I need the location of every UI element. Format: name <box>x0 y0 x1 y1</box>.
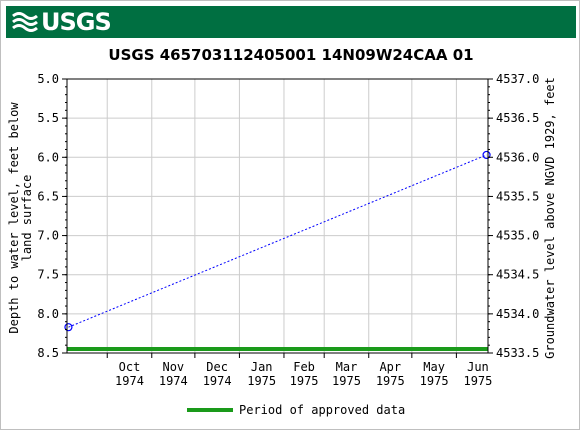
left-tick-label: 5.5 <box>37 111 59 125</box>
usgs-header-banner: USGS <box>6 6 576 38</box>
grid-lines <box>67 79 488 353</box>
x-tick-month: Jan <box>251 360 273 374</box>
x-tick-month: Mar <box>336 360 358 374</box>
left-tick-label: 7.5 <box>37 268 59 282</box>
data-point[interactable] <box>482 150 491 160</box>
data-point[interactable] <box>64 323 73 332</box>
x-tick-year: 1975 <box>332 374 361 388</box>
left-tick-label: 6.0 <box>37 150 59 164</box>
series-line <box>68 154 487 328</box>
approved-period-bar <box>67 347 488 351</box>
series-layer <box>64 150 491 332</box>
x-tick-year: 1975 <box>463 374 492 388</box>
left-axis-ticks: 5.0 5.5 6.0 6.5 7.0 7.5 8.0 8.5 <box>37 72 67 360</box>
right-tick-label: 4535.5 <box>496 189 539 203</box>
x-tick-year: 1974 <box>115 374 144 388</box>
usgs-logo-text: USGS <box>41 8 112 36</box>
usgs-logo[interactable]: USGS <box>12 8 112 36</box>
x-tick-year: 1975 <box>376 374 405 388</box>
right-axis-label: Groundwater level above NGVD 1929, feet <box>543 77 557 359</box>
chart-title: USGS 465703112405001 14N09W24CAA 01 <box>108 46 473 64</box>
right-tick-label: 4533.5 <box>496 346 539 360</box>
left-tick-label: 7.0 <box>37 229 59 243</box>
legend-label: Period of approved data <box>239 403 405 417</box>
left-axis-label-line1: Depth to water level, feet below <box>7 102 21 334</box>
left-tick-label: 5.0 <box>37 72 59 86</box>
x-tick-year: 1975 <box>290 374 319 388</box>
x-tick-month: Nov <box>162 360 184 374</box>
right-tick-label: 4535.0 <box>496 229 539 243</box>
x-tick-month: Dec <box>206 360 228 374</box>
x-tick-month: Apr <box>379 360 401 374</box>
x-axis-ticks: Oct1974Nov1974Dec1974Jan1975Feb1975Mar19… <box>106 353 492 388</box>
x-tick-year: 1975 <box>420 374 449 388</box>
x-tick-month: Jun <box>467 360 489 374</box>
approved-period-segment <box>67 347 488 351</box>
x-tick-month: May <box>423 360 445 374</box>
right-tick-label: 4536.0 <box>496 150 539 164</box>
right-tick-label: 4536.5 <box>496 111 539 125</box>
right-tick-label: 4537.0 <box>496 72 539 86</box>
usgs-wave-icon <box>12 10 38 34</box>
x-tick-month: Oct <box>119 360 141 374</box>
left-axis-label-line2: land surface <box>20 175 34 262</box>
left-tick-label: 8.5 <box>37 346 59 360</box>
legend: Period of approved data <box>187 403 405 417</box>
left-tick-label: 8.0 <box>37 307 59 321</box>
plot-area-border <box>66 78 489 354</box>
x-tick-year: 1974 <box>159 374 188 388</box>
x-tick-month: Feb <box>293 360 315 374</box>
right-axis-ticks: 4537.0 4536.5 4536.0 4535.5 4535.0 4534.5 4534… <box>488 72 539 360</box>
right-tick-label: 4534.0 <box>496 307 539 321</box>
x-tick-year: 1974 <box>203 374 232 388</box>
right-tick-label: 4534.5 <box>496 268 539 282</box>
left-tick-label: 6.5 <box>37 189 59 203</box>
x-tick-year: 1975 <box>247 374 276 388</box>
